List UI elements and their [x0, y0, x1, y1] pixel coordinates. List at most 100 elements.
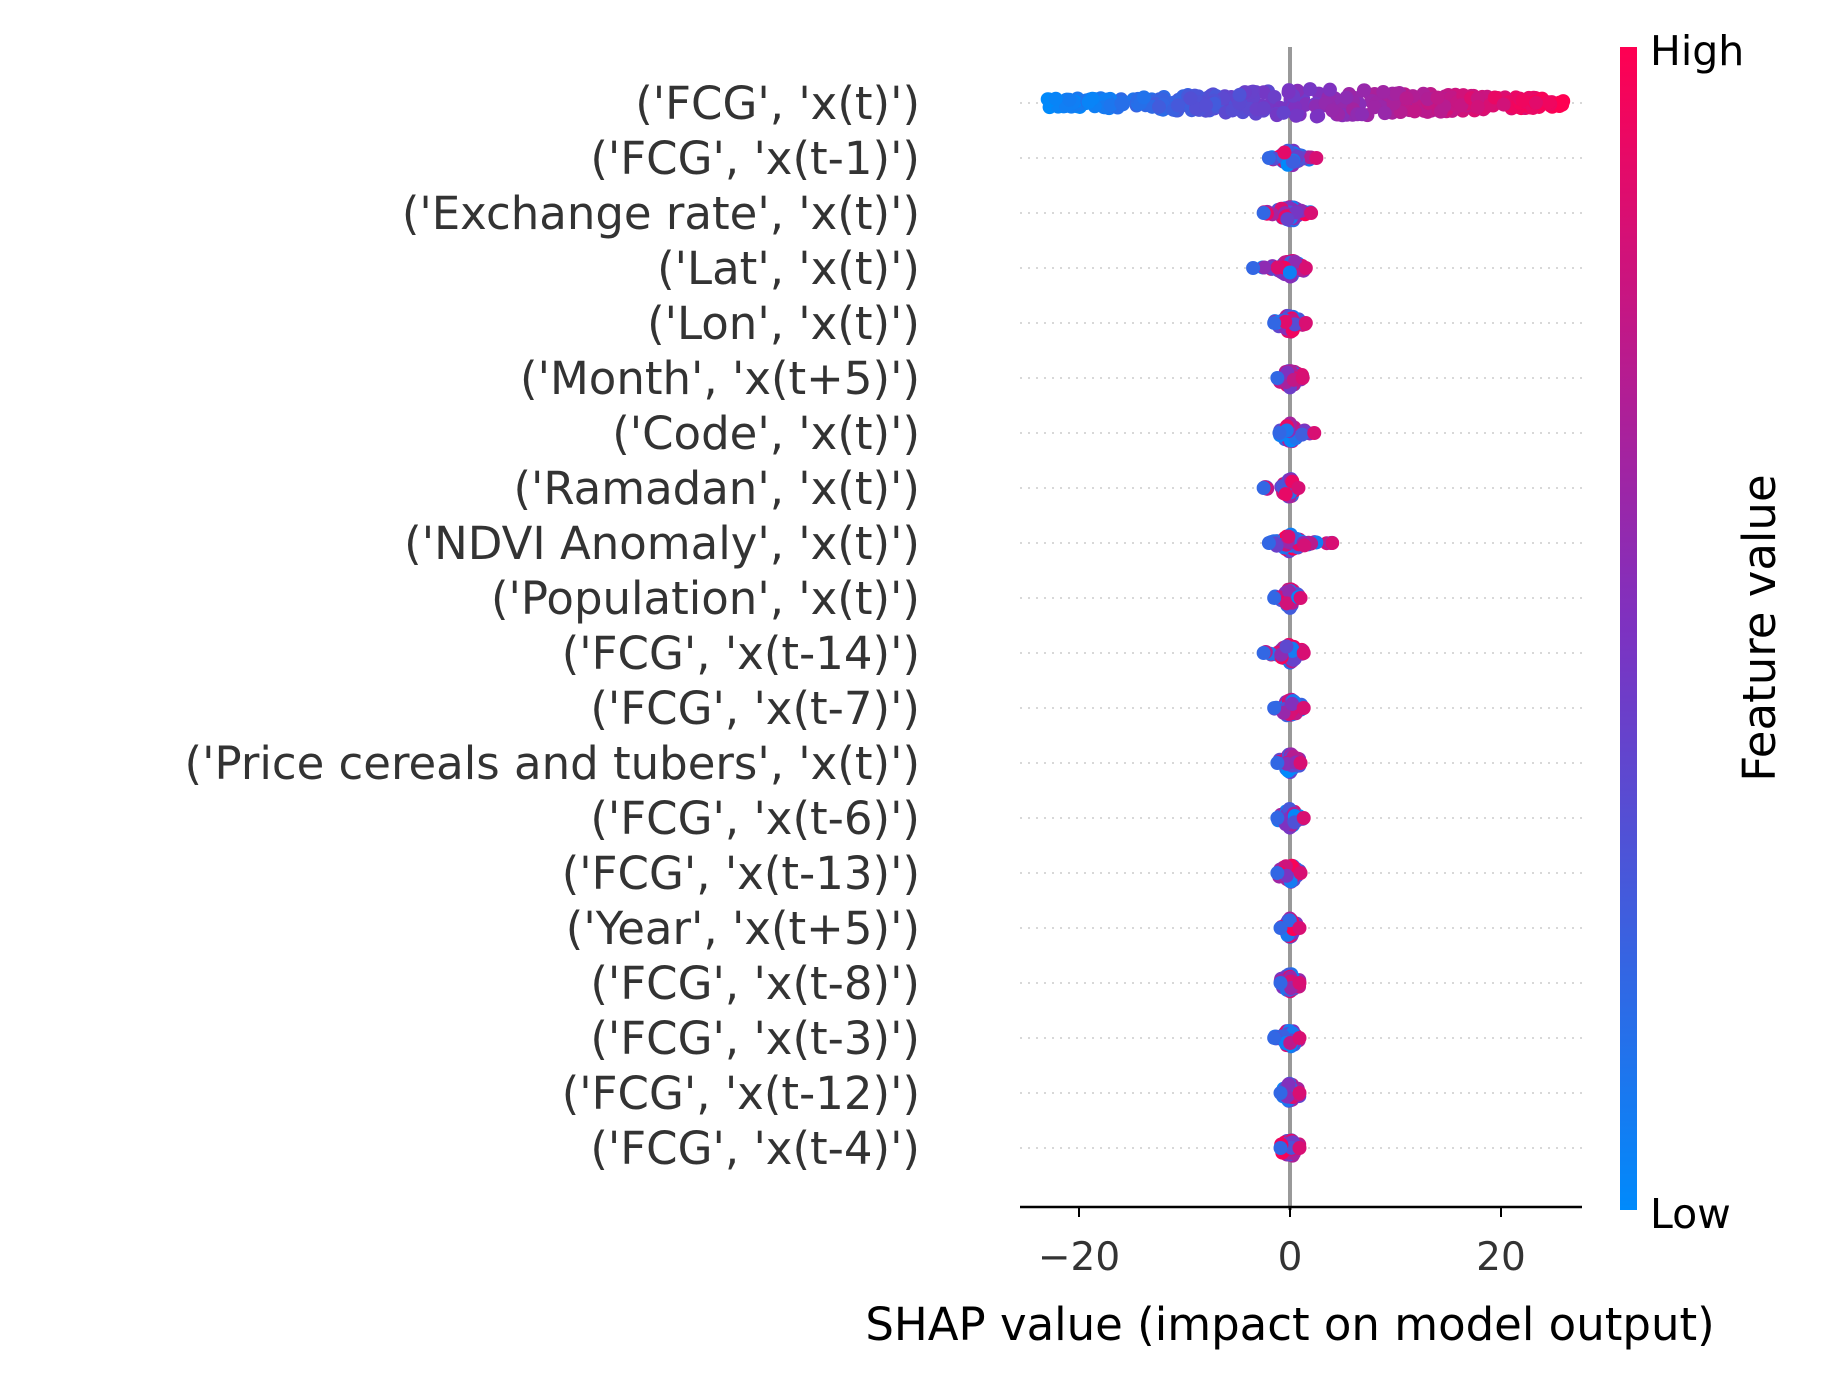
shap-point [1430, 90, 1445, 105]
shap-point [1322, 82, 1337, 97]
shap-point [1151, 99, 1166, 114]
shap-point [1311, 108, 1326, 123]
shap-point [1232, 87, 1247, 102]
shap-point [1292, 976, 1307, 990]
shap-point [1270, 260, 1285, 275]
shap-point [1136, 90, 1151, 105]
feature-label: ('Price cereals and tubers', 'x(t)') [185, 737, 920, 790]
shap-point [1295, 371, 1310, 385]
shap-point [1541, 95, 1556, 110]
shap-point [1307, 426, 1322, 440]
shap-point [1103, 98, 1118, 113]
shap-point [1339, 90, 1354, 105]
feature-label: ('Ramadan', 'x(t)') [513, 462, 920, 515]
x-axis-title: SHAP value (impact on model output) [865, 1298, 1714, 1351]
shap-point [1454, 98, 1469, 113]
shap-point [1304, 206, 1319, 220]
feature-label: ('FCG', 'x(t-14)') [562, 627, 920, 680]
feature-label: ('Code', 'x(t)') [612, 407, 920, 460]
shap-point [1289, 108, 1304, 123]
shap-point [1270, 811, 1285, 825]
shap-point [1256, 206, 1271, 220]
shap-point [1291, 481, 1306, 495]
shap-point [1081, 95, 1096, 110]
shap-point [1170, 98, 1185, 113]
shap-point [1267, 591, 1282, 605]
feature-label: ('Exchange rate', 'x(t)') [402, 187, 920, 240]
shap-point [1528, 95, 1543, 110]
shap-point [1183, 91, 1198, 106]
feature-label: ('FCG', 'x(t-13)') [562, 847, 920, 900]
shap-point [1303, 82, 1318, 97]
shap-point [1296, 646, 1311, 660]
shap-point [1355, 107, 1370, 122]
shap-point [1273, 976, 1288, 990]
shap-point [1048, 91, 1063, 106]
feature-label: ('FCG', 'x(t-1)') [590, 132, 920, 185]
feature-label: ('Lat', 'x(t)') [657, 242, 920, 295]
colorbar [1620, 47, 1637, 1210]
shap-point [1277, 145, 1292, 160]
feature-label: ('FCG', 'x(t-7)') [590, 682, 920, 735]
shap-point [1270, 371, 1285, 385]
shap-point [1261, 536, 1276, 550]
shap-point [1272, 426, 1287, 440]
shap-point [1198, 98, 1213, 113]
shap-point [1325, 536, 1340, 550]
feature-label: ('Year', 'x(t+5)') [566, 902, 920, 955]
shap-point [1273, 921, 1288, 935]
shap-point [1267, 90, 1282, 105]
shap-point [1267, 1031, 1282, 1045]
feature-label: ('FCG', 'x(t-4)') [590, 1122, 920, 1175]
shap-point [1496, 97, 1511, 112]
shap-point [1293, 756, 1308, 770]
shap-point [1292, 921, 1307, 935]
shap-point [1261, 151, 1276, 165]
shap-point [1276, 105, 1291, 120]
shap-point [1285, 696, 1300, 711]
shap-point [1298, 316, 1313, 330]
shap-point [1270, 866, 1285, 880]
shap-point [1297, 538, 1312, 553]
feature-label: ('Population', 'x(t)') [491, 572, 920, 625]
shap-point [1325, 103, 1340, 118]
shap-point [1256, 85, 1271, 100]
shap-point [1407, 104, 1422, 119]
shap-point [1296, 811, 1311, 825]
feature-label: ('FCG', 'x(t-6)') [590, 792, 920, 845]
feature-label: ('FCG', 'x(t-12)') [562, 1067, 920, 1120]
shap-point [1267, 701, 1282, 715]
shap-point [1296, 701, 1311, 715]
shap-point [1281, 529, 1296, 544]
shap-point [1377, 106, 1392, 121]
feature-label: ('FCG', 'x(t-3)') [590, 1012, 920, 1065]
shap-points [1040, 82, 1571, 1163]
shap-point [1281, 85, 1296, 100]
shap-point [1273, 1086, 1288, 1100]
shap-point [1282, 265, 1297, 280]
shap-point [1267, 316, 1282, 330]
shap-point [1256, 646, 1271, 660]
shap-point [1367, 100, 1382, 115]
feature-label: ('NDVI Anomaly', 'x(t)') [404, 517, 920, 570]
shap-point [1285, 154, 1300, 169]
x-tick-label: −20 [1038, 1235, 1120, 1280]
feature-label: ('FCG', 'x(t-8)') [590, 957, 920, 1010]
shap-point [1356, 83, 1371, 98]
shap-point [1399, 91, 1414, 106]
colorbar-low-label: Low [1650, 1190, 1731, 1238]
feature-labels: ('FCG', 'x(t)')('FCG', 'x(t-1)')('Exchan… [185, 77, 920, 1175]
shap-point [1114, 96, 1129, 111]
shap-point [1270, 756, 1285, 770]
feature-label: ('Lon', 'x(t)') [647, 297, 920, 350]
shap-point [1293, 866, 1308, 880]
shap-point [1292, 1031, 1307, 1045]
shap-point [1278, 487, 1293, 502]
x-tick-label: 0 [1278, 1235, 1303, 1280]
shap-point [1246, 261, 1261, 275]
shap-point [1288, 254, 1303, 269]
shap-point [1257, 260, 1272, 275]
shap-point [1298, 261, 1313, 275]
x-tick-label: 20 [1476, 1235, 1526, 1280]
